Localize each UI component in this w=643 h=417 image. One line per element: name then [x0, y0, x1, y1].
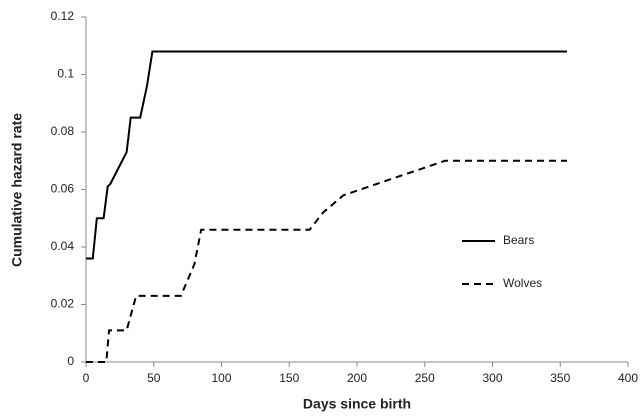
legend-label: Bears — [503, 233, 534, 247]
x-tick-label: 350 — [550, 371, 570, 385]
y-tick-label: 0.12 — [51, 9, 75, 23]
y-tick-label: 0.1 — [57, 67, 74, 81]
y-tick-label: 0 — [67, 354, 74, 368]
x-tick-label: 100 — [211, 371, 231, 385]
y-axis-title: Cumulative hazard rate — [9, 113, 25, 267]
x-tick-label: 200 — [347, 371, 367, 385]
y-tick-label: 0.02 — [51, 297, 75, 311]
x-tick-label: 250 — [415, 371, 435, 385]
series-line — [86, 159, 568, 363]
x-tick-label: 0 — [83, 371, 90, 385]
x-tick-label: 400 — [618, 371, 638, 385]
series-line — [86, 50, 568, 260]
y-tick-label: 0.06 — [51, 182, 75, 196]
x-tick-label: 300 — [482, 371, 502, 385]
x-tick-label: 150 — [279, 371, 299, 385]
y-tick-label: 0.08 — [51, 124, 75, 138]
legend-label: Wolves — [503, 276, 542, 290]
x-axis-title: Days since birth — [303, 396, 411, 412]
x-tick-label: 50 — [147, 371, 161, 385]
y-tick-label: 0.04 — [51, 239, 75, 253]
